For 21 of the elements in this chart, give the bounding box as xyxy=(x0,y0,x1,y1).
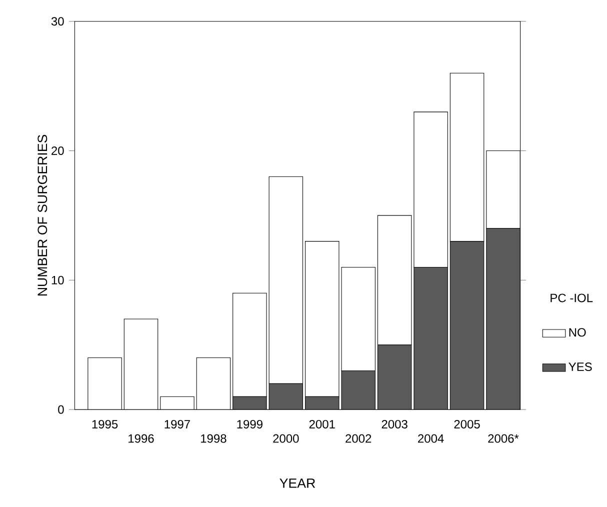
x-tick-label: 1995 xyxy=(92,420,118,428)
x-tick-label: 2000 xyxy=(273,434,299,443)
x-tick-label: 2003 xyxy=(382,420,408,428)
x-tick-label: 2004 xyxy=(418,434,444,443)
x-tick-label: 1996 xyxy=(128,434,154,443)
x-tick-label: 1998 xyxy=(201,434,226,443)
legend-title: PC -IOL xyxy=(550,294,593,302)
y-tick-label: 20 xyxy=(52,146,64,156)
x-tick-label: 2006* xyxy=(488,434,519,443)
x-tick-label: 1999 xyxy=(237,420,262,428)
x-tick-label: 2001 xyxy=(309,420,335,428)
y-tick-label: 10 xyxy=(52,276,64,284)
x-axis-title: YEAR xyxy=(280,478,316,488)
x-tick-label: 2002 xyxy=(346,434,372,443)
y-tick-label: 0 xyxy=(58,405,64,414)
y-tick-label: 30 xyxy=(51,17,64,26)
legend-label: NO xyxy=(569,328,586,337)
x-tick-label: 2005 xyxy=(454,420,480,428)
x-tick-label: 1997 xyxy=(164,420,190,428)
legend-label: YES xyxy=(568,362,592,372)
y-axis-title: NUMBER OF SURGERIES xyxy=(38,134,48,296)
